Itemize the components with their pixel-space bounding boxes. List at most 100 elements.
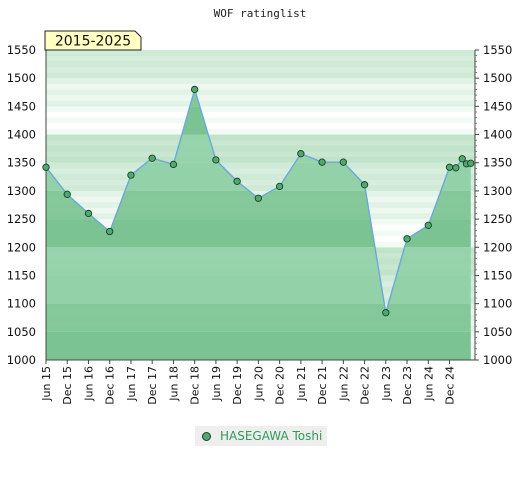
x-tick-label: Dec 16 <box>104 366 117 405</box>
y-tick-label: 1100 <box>7 297 36 311</box>
background-stripe <box>46 55 475 62</box>
legend-series-name: HASEGAWA Toshi <box>220 429 323 443</box>
background-stripe <box>46 140 475 146</box>
data-point <box>445 163 454 171</box>
background-stripe <box>46 179 475 186</box>
data-point <box>403 235 411 243</box>
data-point <box>127 171 135 179</box>
data-point <box>467 159 475 167</box>
x-axis: Jun 15 Dec 15 Jun 16 Dec 16 Jun 17 Dec 17 Jun … <box>40 359 475 405</box>
data-point <box>106 227 114 236</box>
background-stripe <box>46 174 475 180</box>
y-tick-label: 1050 <box>7 325 36 339</box>
x-tick-label: Dec 20 <box>274 366 287 405</box>
legend: HASEGAWA Toshi <box>195 426 327 446</box>
background-stripe <box>46 72 475 79</box>
background-stripe <box>46 95 475 101</box>
x-tick-label: Jun 24 <box>422 366 435 402</box>
y-tick-label: 1500 <box>7 71 36 85</box>
background-stripe <box>46 78 475 84</box>
data-point <box>458 155 466 163</box>
x-tick-label: Dec 19 <box>231 366 244 405</box>
background-stripe <box>46 66 475 73</box>
background-stripe <box>46 123 475 129</box>
x-tick-label: Jun 15 <box>40 366 53 402</box>
x-tick-label: Dec 18 <box>189 366 202 405</box>
background-stripe <box>46 100 475 107</box>
data-point <box>191 85 199 94</box>
data-point <box>318 158 326 166</box>
background-band <box>46 162 475 191</box>
x-tick-label: Dec 22 <box>359 366 372 405</box>
y-tick-label-right: 1350 <box>483 156 512 170</box>
y-tick-label-right: 1400 <box>483 128 512 142</box>
y-tick-label-right: 1500 <box>483 71 512 85</box>
data-point <box>42 163 50 171</box>
period-badge: 2015-2025 <box>44 30 142 51</box>
x-tick-label: Jun 19 <box>210 366 223 402</box>
data-point <box>254 194 263 202</box>
y-tick-label: 1200 <box>7 240 36 254</box>
x-tick-label: Jun 17 <box>125 366 138 402</box>
x-tick-label: Jun 22 <box>337 366 350 402</box>
background-stripe <box>46 128 475 135</box>
fill-band <box>46 275 471 304</box>
legend-marker-icon <box>202 431 211 441</box>
y-tick-label: 1150 <box>7 268 36 282</box>
fill-band <box>46 247 471 276</box>
data-point <box>339 158 347 166</box>
background-stripe <box>46 117 475 124</box>
y-tick-label-right: 1550 <box>483 43 512 57</box>
data-point <box>275 182 284 191</box>
background-stripe <box>46 89 475 96</box>
background-stripe <box>46 112 475 118</box>
data-point <box>84 209 93 218</box>
chart-title: WOF ratinglist <box>214 7 307 20</box>
data-point <box>424 221 432 229</box>
y-tick-label-right: 1200 <box>483 240 512 254</box>
data-point <box>233 177 241 185</box>
data-point <box>148 154 156 162</box>
y-axis-left: 1000 1050 1100 1150 1200 1250 1300 1350 1400 1450… <box>7 43 47 367</box>
period-label: 2015-2025 <box>55 34 131 50</box>
fill-band <box>46 331 471 360</box>
y-tick-label-right: 1150 <box>483 268 512 282</box>
y-tick-label-right: 1050 <box>483 325 512 339</box>
background-stripe <box>46 83 475 90</box>
x-tick-label: Jun 18 <box>167 366 180 402</box>
y-tick-label-right: 1000 <box>483 353 512 367</box>
y-tick-label: 1450 <box>7 99 36 113</box>
data-point <box>63 190 71 198</box>
background-band <box>46 134 475 163</box>
x-tick-label: Jun 20 <box>252 366 265 402</box>
x-tick-label: Dec 23 <box>401 366 414 405</box>
y-tick-label-right: 1100 <box>483 297 512 311</box>
background-band <box>46 50 475 79</box>
y-tick-label: 1400 <box>7 128 36 142</box>
y-axis-right: 1000 1050 1100 1150 1200 1250 1300 1350 1400 1450… <box>474 43 512 367</box>
y-tick-label: 1250 <box>7 212 36 226</box>
data-point <box>169 160 178 169</box>
background-stripe <box>46 168 475 174</box>
y-tick-label-right: 1300 <box>483 184 512 198</box>
x-tick-label: Jun 21 <box>295 366 308 402</box>
background-stripe <box>46 106 475 112</box>
data-point <box>212 156 220 164</box>
x-tick-label: Dec 21 <box>316 366 329 405</box>
background-stripe <box>46 134 475 141</box>
x-tick-label: Jun 16 <box>83 366 96 402</box>
background-stripe <box>46 190 475 197</box>
background-stripe <box>46 50 475 56</box>
data-point <box>452 164 460 172</box>
background-stripe <box>46 162 475 169</box>
x-tick-label: Jun 23 <box>380 366 393 402</box>
data-point <box>360 181 369 189</box>
y-tick-label: 1550 <box>7 43 36 57</box>
background-stripe <box>46 185 475 191</box>
background-stripe <box>46 157 475 163</box>
y-tick-label-right: 1250 <box>483 212 512 226</box>
y-tick-label: 1300 <box>7 184 36 198</box>
y-tick-label: 1000 <box>7 353 36 367</box>
background-stripe <box>46 151 475 158</box>
